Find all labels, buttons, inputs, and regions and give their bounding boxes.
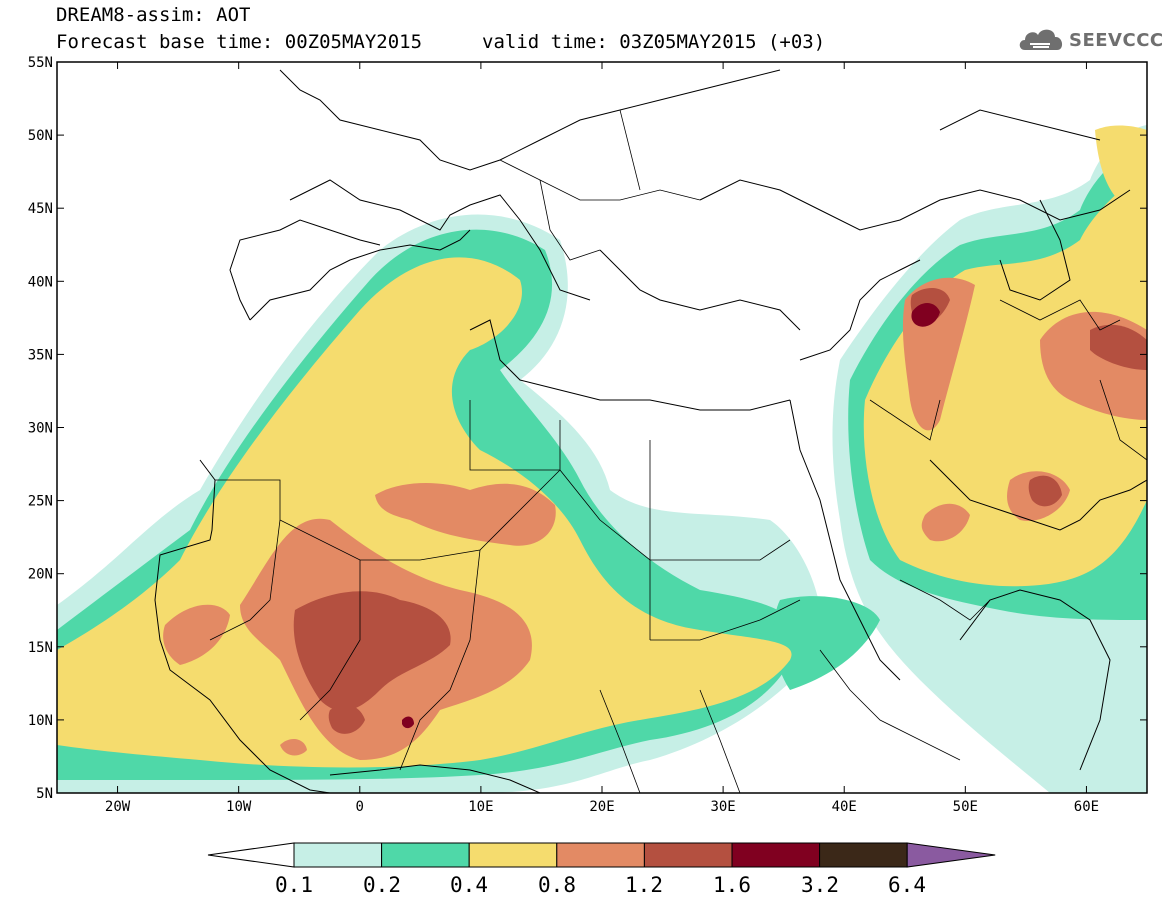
colorbar-swatch (556, 842, 645, 868)
colorbar-label: 0.4 (450, 873, 488, 897)
borders (209, 109, 1147, 793)
lat-tick-label: 25N (28, 494, 53, 510)
colorbar-swatch (381, 842, 470, 868)
colorbar-label: 1.2 (625, 873, 663, 897)
lat-tick-label: 55N (28, 55, 53, 71)
colorbar-label: 0.2 (363, 873, 401, 897)
colorbar-label: 1.6 (713, 873, 751, 897)
colorbar-swatch (293, 842, 383, 868)
lon-tick-label: 20E (589, 799, 614, 815)
latitude-ticks: 55N 50N 45N 40N 35N 30N 25N 20N 15N 10N 5N (28, 55, 1147, 802)
lat-tick-label: 10N (28, 713, 53, 729)
lat-tick-label: 20N (28, 567, 53, 583)
lat-tick-label: 35N (28, 347, 53, 363)
aot-field (57, 62, 1147, 793)
cloud-icon (1019, 29, 1063, 50)
colorbar-swatch (643, 842, 733, 868)
longitude-ticks: 20W 10W 0 10E 20E 30E 40E 50E 60E (105, 62, 1099, 815)
valid-time: valid time: 03Z05MAY2015 (+03) (482, 31, 826, 53)
colorbar-label: 0.8 (538, 873, 576, 897)
lon-tick-label: 20W (105, 799, 131, 815)
forecast-base-time: Forecast base time: 00Z05MAY2015 (56, 31, 423, 53)
lon-tick-label: 30E (710, 799, 735, 815)
lat-tick-label: 50N (28, 128, 53, 144)
map-title: DREAM8-assim: AOT (56, 4, 251, 26)
lat-tick-label: 40N (28, 274, 53, 290)
colorbar-max-arrow (906, 842, 996, 868)
lon-tick-label: 10W (226, 799, 252, 815)
colorbar (207, 842, 996, 868)
lon-tick-label: 0 (356, 799, 364, 815)
colorbar-swatch (819, 842, 908, 868)
lat-tick-label: 45N (28, 201, 53, 217)
aot-band-1.2 (293, 288, 1147, 734)
lat-tick-label: 30N (28, 421, 53, 437)
aot-band-1.6 (402, 303, 940, 729)
coastlines (154, 69, 1147, 793)
lon-tick-label: 60E (1074, 799, 1099, 815)
colorbar-label: 3.2 (801, 873, 839, 897)
lon-tick-label: 10E (468, 799, 493, 815)
lon-tick-label: 50E (953, 799, 978, 815)
colorbar-label: 6.4 (888, 873, 926, 897)
colorbar-swatch (731, 842, 821, 868)
colorbar-min-arrow (207, 842, 295, 868)
seevccc-logo: SEEVCCC (1017, 22, 1163, 58)
lon-tick-label: 40E (832, 799, 857, 815)
logo-text: SEEVCCC (1069, 30, 1164, 51)
lat-tick-label: 5N (36, 786, 53, 802)
lat-tick-label: 15N (28, 640, 53, 656)
colorbar-label: 0.1 (275, 873, 313, 897)
colorbar-swatch (468, 842, 558, 868)
